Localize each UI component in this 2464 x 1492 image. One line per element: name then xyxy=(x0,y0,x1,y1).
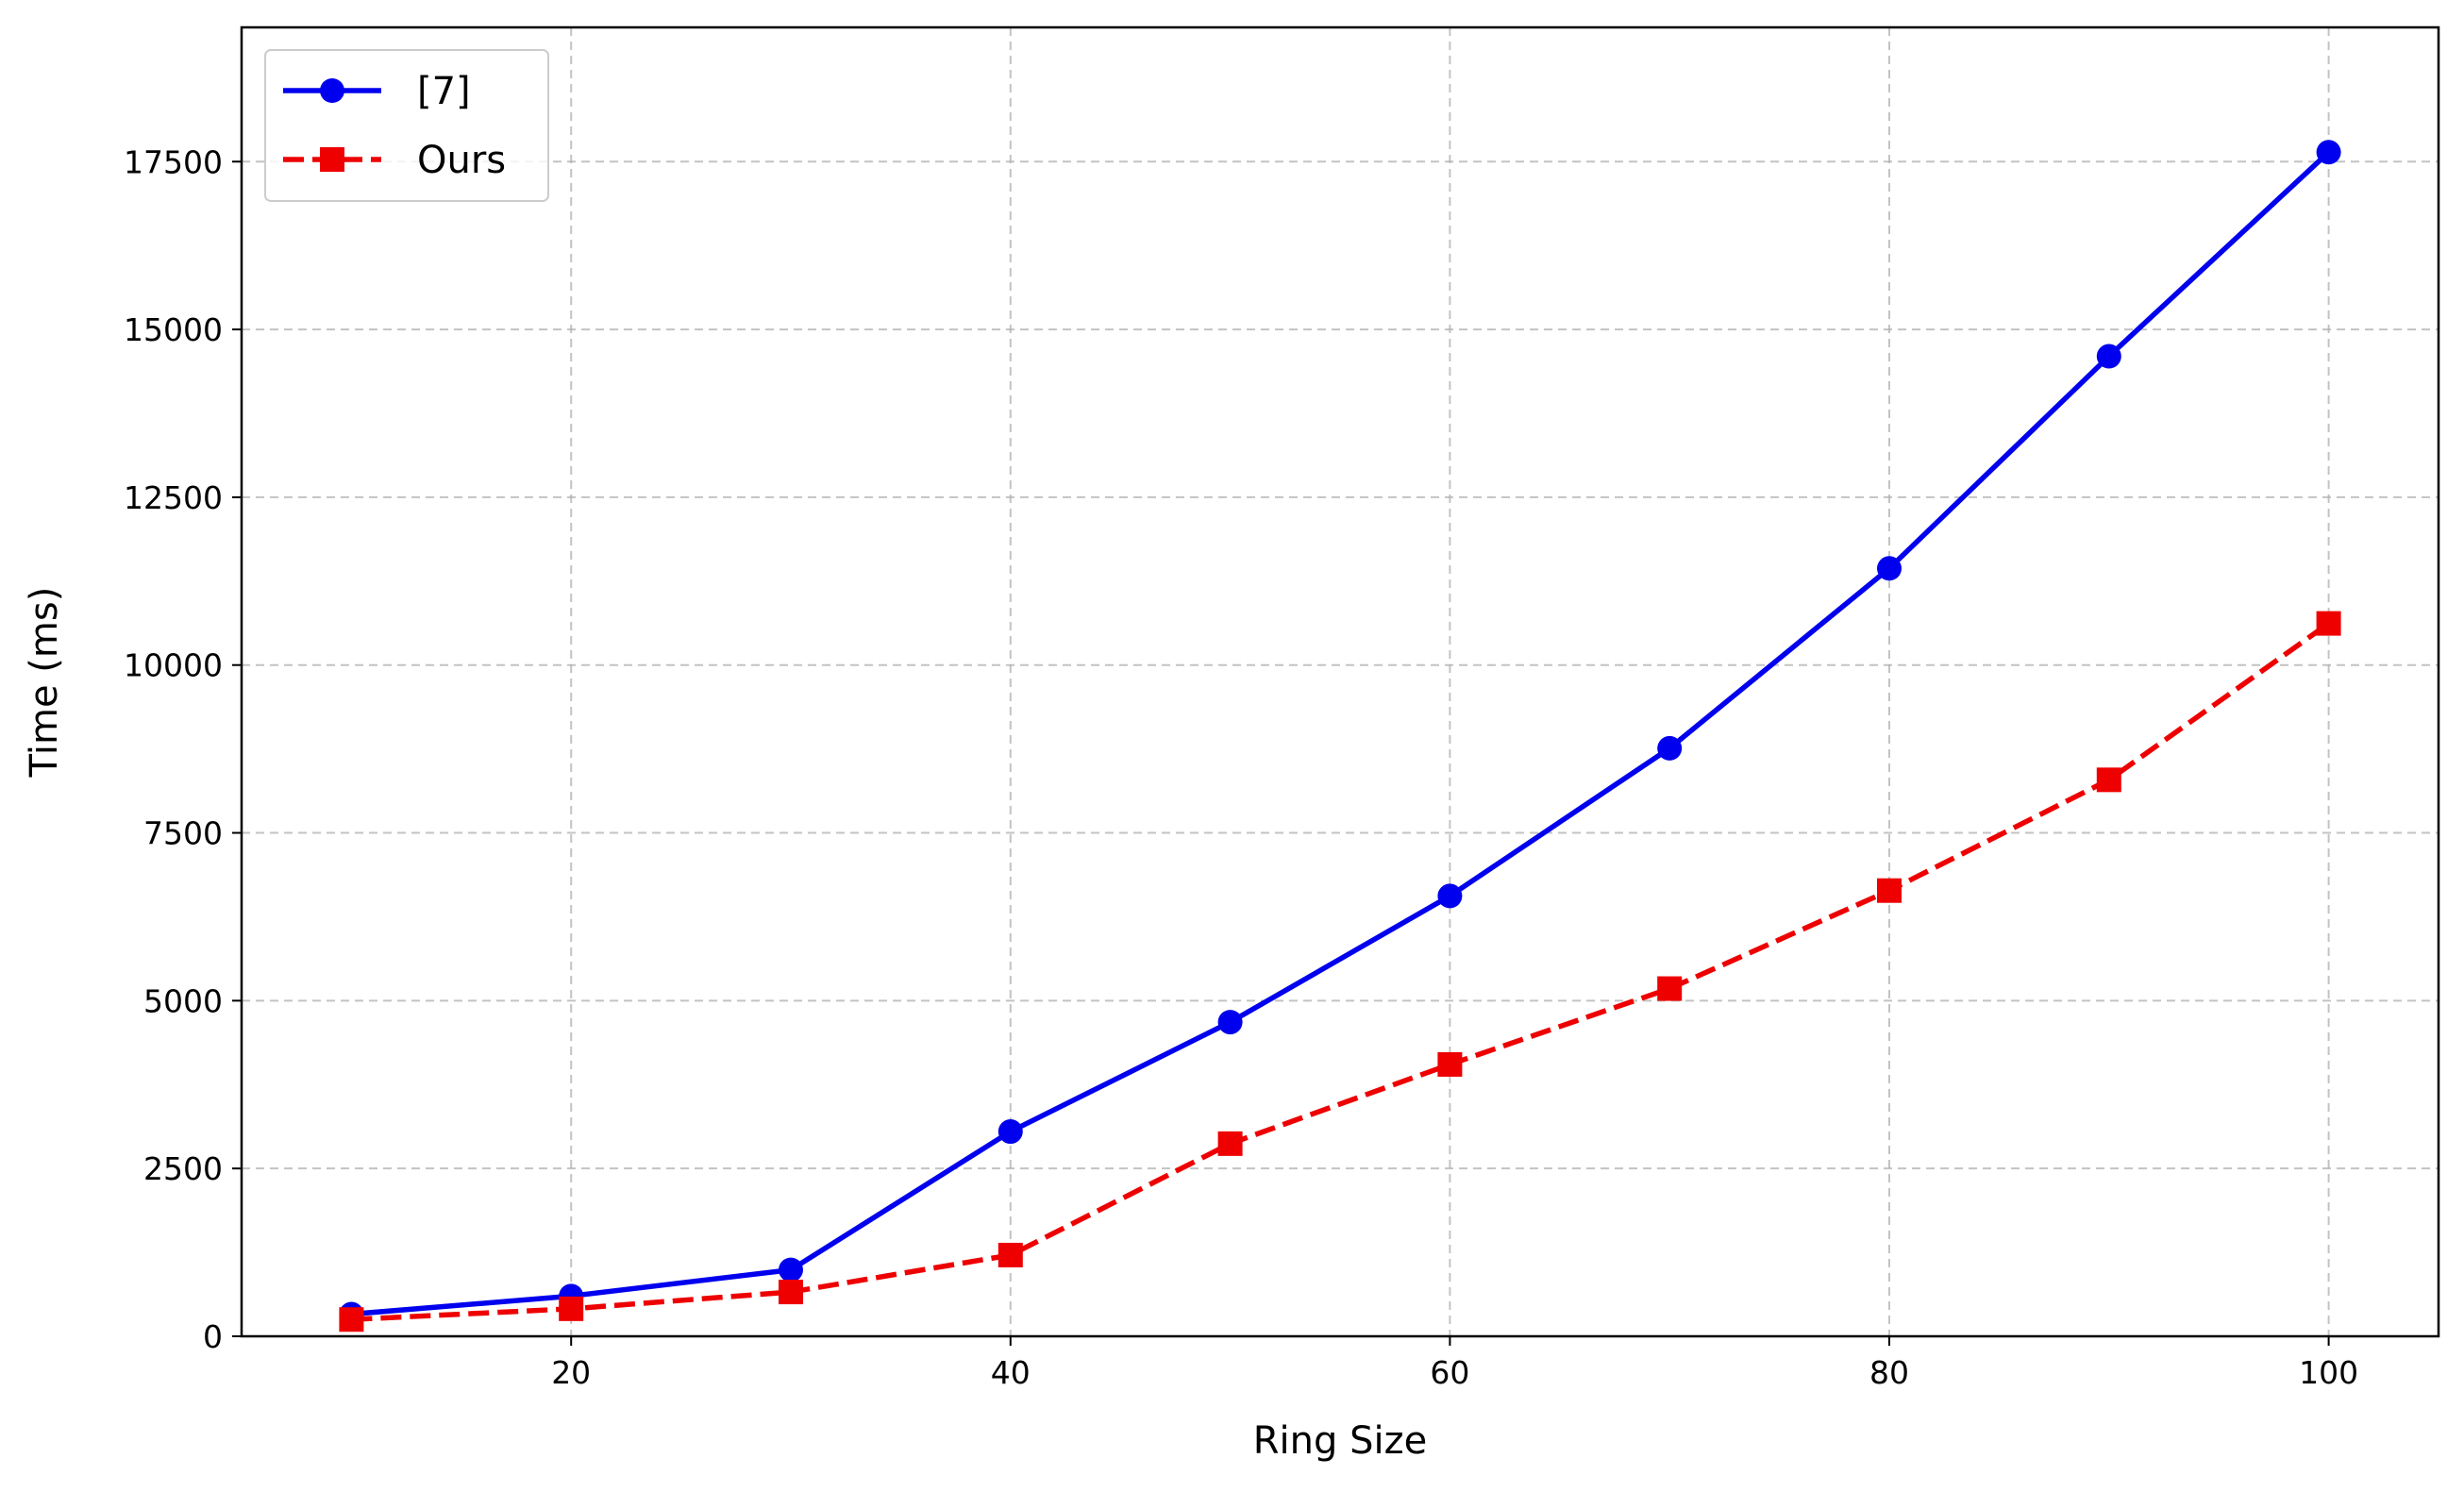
series-line xyxy=(351,621,2331,1322)
x-tick-label: 40 xyxy=(991,1354,1031,1391)
data-point xyxy=(559,1296,584,1321)
data-point xyxy=(1217,1010,1243,1035)
data-point xyxy=(779,1280,803,1305)
y-tick-label: 2500 xyxy=(143,1150,223,1187)
y-tick-label: 17500 xyxy=(124,143,223,180)
data-point xyxy=(2316,140,2341,165)
y-tick-label: 0 xyxy=(203,1318,223,1355)
legend-label: Ours xyxy=(417,139,506,182)
data-point xyxy=(997,1119,1023,1145)
y-tick-label: 5000 xyxy=(143,982,223,1019)
y-tick-label: 15000 xyxy=(124,311,223,348)
legend-marker xyxy=(320,147,344,172)
plot-frame xyxy=(240,25,2440,1338)
data-point xyxy=(1877,556,1902,581)
x-tick-label: 60 xyxy=(1430,1354,1469,1391)
data-point xyxy=(1437,1051,1463,1077)
series-layer xyxy=(339,140,2341,1333)
legend-marker xyxy=(320,78,344,103)
y-axis-label: Time (ms) xyxy=(23,587,66,779)
x-tick-label: 80 xyxy=(1869,1354,1909,1391)
series-line xyxy=(351,150,2331,1317)
data-point xyxy=(2096,344,2121,369)
data-point xyxy=(2096,767,2121,793)
data-point xyxy=(779,1257,803,1282)
data-point xyxy=(997,1242,1023,1267)
y-tick-label: 10000 xyxy=(124,647,223,684)
legend-entry: Ours xyxy=(283,139,506,182)
legend: [7] Ours xyxy=(264,49,549,202)
y-tick-label: 7500 xyxy=(143,815,223,852)
legend-label: [7] xyxy=(417,70,471,113)
data-point xyxy=(1217,1131,1243,1156)
data-point xyxy=(1657,735,1683,761)
x-axis-label: Ring Size xyxy=(1253,1419,1427,1463)
data-point xyxy=(1437,883,1463,909)
axis-ticks: 20 40 60 80 100 0 2500 5000 7500 10000 12500 15000 1… xyxy=(124,143,2358,1391)
data-point xyxy=(1657,976,1683,1001)
grid xyxy=(242,27,2439,1337)
data-point xyxy=(2316,611,2341,636)
data-point xyxy=(1877,878,1902,903)
x-tick-label: 100 xyxy=(2299,1354,2358,1391)
legend-entry: [7] xyxy=(283,70,471,113)
data-point xyxy=(339,1307,364,1333)
x-tick-label: 20 xyxy=(551,1354,591,1391)
y-tick-label: 12500 xyxy=(124,479,223,516)
